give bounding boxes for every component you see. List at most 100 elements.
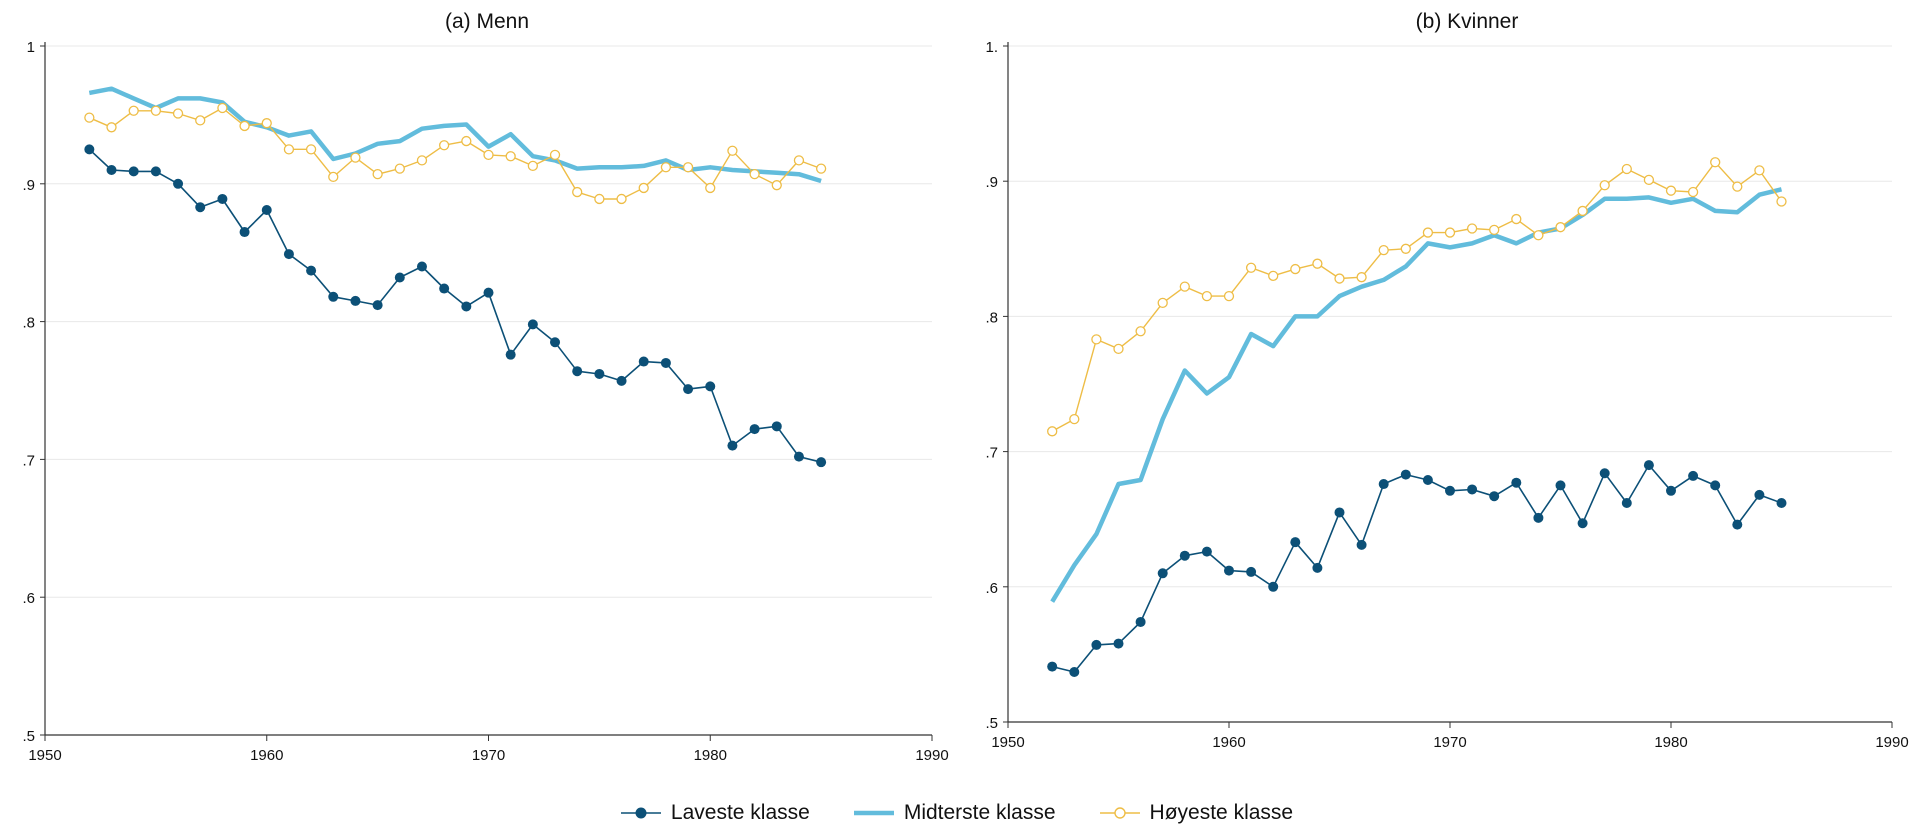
y-tick-label: .7 (985, 445, 998, 462)
x-tick-label: 1970 (472, 747, 505, 764)
data-point-lowest (217, 193, 228, 204)
data-point-highest (1776, 196, 1787, 207)
data-point-lowest (1555, 480, 1566, 491)
data-point-lowest (350, 295, 361, 306)
data-point-highest (1334, 273, 1345, 284)
data-point-highest (217, 102, 228, 114)
data-point-lowest (505, 349, 516, 360)
data-point-highest (727, 145, 738, 156)
data-point-highest (128, 105, 139, 116)
data-point-highest (1378, 245, 1389, 256)
data-point-highest (1643, 174, 1655, 185)
data-point-highest (572, 186, 583, 198)
data-point-lowest (1378, 479, 1389, 490)
data-point-lowest (1157, 568, 1168, 579)
y-tick-label: .9 (22, 177, 35, 194)
data-point-highest (1290, 263, 1301, 275)
data-point-lowest (461, 301, 472, 312)
data-point-lowest (1666, 485, 1676, 496)
data-point-lowest (173, 178, 184, 189)
data-point-highest (1400, 243, 1411, 254)
x-tick-label: 1980 (694, 747, 727, 764)
data-point-highest (350, 152, 361, 163)
data-point-highest (1621, 163, 1632, 175)
legend-label-highest: Høyeste klasse (1149, 801, 1294, 824)
legend-item-middle: Midterste klasse (853, 801, 1056, 825)
panel-menn: (a) Menn .5 .6 .7 .8 .9 1 1950 1960 1970 1980 1990 (22, 10, 948, 764)
data-point-lowest (638, 356, 649, 367)
data-point-highest (1599, 180, 1610, 191)
data-point-lowest (1290, 537, 1301, 548)
legend-label-lowest: Laveste klasse (670, 801, 810, 824)
data-point-lowest (660, 357, 671, 368)
data-point-highest (394, 163, 405, 174)
data-point-highest (1533, 230, 1544, 241)
data-point-lowest (239, 227, 250, 238)
data-point-highest (1157, 297, 1168, 309)
data-point-highest (660, 162, 672, 173)
data-point-lowest (793, 451, 804, 462)
data-point-highest (1444, 227, 1456, 238)
data-point-lowest (1643, 460, 1654, 471)
data-point-lowest (283, 249, 294, 260)
data-point-lowest (1268, 581, 1279, 592)
data-point-lowest (816, 457, 827, 468)
data-point-lowest (1422, 474, 1433, 485)
data-point-lowest (1533, 512, 1544, 523)
data-point-lowest (616, 375, 627, 386)
data-point-highest (1687, 186, 1699, 198)
data-point-highest (1577, 205, 1588, 217)
data-point-lowest (372, 300, 383, 311)
data-point-lowest (1599, 468, 1610, 479)
data-point-lowest (439, 283, 450, 294)
data-point-highest (305, 144, 317, 155)
y-tick-label: .6 (22, 590, 35, 607)
data-point-lowest (328, 291, 339, 302)
data-point-lowest (1732, 519, 1743, 530)
data-point-lowest (1069, 666, 1080, 677)
data-point-lowest (1621, 497, 1632, 508)
data-point-highest (84, 112, 95, 123)
data-point-highest (1489, 224, 1500, 236)
data-point-highest (1710, 157, 1721, 168)
data-point-lowest (1356, 539, 1367, 550)
data-point-lowest (1710, 480, 1721, 491)
x-tick-label: 1950 (28, 747, 61, 764)
legend-marker-highest (1099, 807, 1140, 819)
series-line-middle (88, 86, 822, 184)
data-point-lowest (483, 287, 494, 298)
data-point-lowest (1400, 469, 1411, 480)
data-point-highest (1422, 227, 1434, 238)
y-tick-label: .7 (22, 452, 35, 469)
data-point-lowest (1334, 507, 1345, 518)
data-point-highest (682, 162, 694, 173)
legend-item-highest: Høyeste klasse (1099, 801, 1294, 825)
data-point-lowest (1445, 485, 1455, 496)
data-point-lowest (727, 440, 738, 451)
data-point-lowest (550, 337, 561, 348)
data-point-highest (1201, 290, 1213, 302)
data-point-lowest (1754, 489, 1765, 500)
data-point-highest (1047, 426, 1058, 437)
data-point-highest (1113, 343, 1124, 354)
data-point-highest (1555, 222, 1566, 233)
data-point-highest (1356, 272, 1367, 283)
data-point-highest (372, 169, 383, 180)
series-line-highest (1051, 161, 1783, 432)
data-point-lowest (1179, 550, 1190, 561)
x-tick-label: 1960 (1212, 734, 1245, 751)
data-point-lowest (1688, 470, 1699, 481)
data-point-highest (505, 151, 516, 162)
y-tick-label: 1. (985, 39, 998, 56)
legend-label-middle: Midterste klasse (903, 801, 1056, 824)
data-point-highest (261, 118, 272, 129)
data-point-highest (638, 182, 649, 194)
data-point-lowest (416, 261, 427, 272)
data-point-highest (172, 108, 184, 119)
x-tick-label: 1980 (1654, 734, 1687, 751)
data-point-lowest (1776, 497, 1787, 508)
data-point-highest (1511, 213, 1522, 225)
data-point-lowest (1201, 546, 1212, 557)
y-tick-label: .5 (985, 715, 998, 732)
